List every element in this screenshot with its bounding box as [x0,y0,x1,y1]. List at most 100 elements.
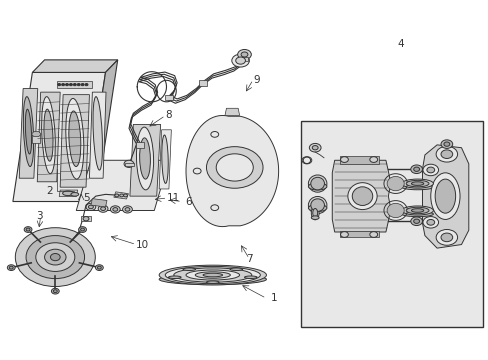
Polygon shape [422,145,468,248]
Ellipse shape [311,206,319,220]
Ellipse shape [69,111,81,167]
Ellipse shape [401,179,432,188]
Circle shape [36,243,75,271]
Circle shape [83,217,89,221]
Circle shape [115,194,119,197]
Text: 7: 7 [245,254,252,264]
Ellipse shape [410,182,423,185]
Text: 11: 11 [167,193,180,203]
Circle shape [210,205,218,211]
Circle shape [309,143,321,152]
Ellipse shape [386,176,404,191]
Circle shape [101,207,105,211]
Ellipse shape [168,276,181,279]
Circle shape [413,219,419,224]
Text: 6: 6 [185,197,191,207]
Circle shape [88,205,93,209]
Circle shape [61,84,64,86]
Polygon shape [185,116,278,226]
Circle shape [340,157,347,162]
Text: 5: 5 [82,193,89,203]
Bar [339,156,378,164]
Ellipse shape [229,268,242,270]
Circle shape [413,167,419,171]
Circle shape [7,265,15,270]
Polygon shape [37,92,60,182]
Ellipse shape [401,211,432,217]
Circle shape [125,208,130,211]
Ellipse shape [203,273,222,277]
Circle shape [73,84,76,86]
Polygon shape [224,108,239,116]
Ellipse shape [308,183,326,190]
Bar [32,134,40,143]
Ellipse shape [406,207,428,214]
Circle shape [410,217,422,226]
Circle shape [216,154,253,181]
Bar [136,142,143,148]
Circle shape [369,157,377,162]
Ellipse shape [310,177,324,190]
Ellipse shape [434,179,455,213]
Ellipse shape [410,209,423,212]
Polygon shape [31,132,41,136]
Circle shape [124,160,134,167]
Circle shape [443,142,449,146]
Text: 8: 8 [165,111,172,121]
Ellipse shape [159,265,266,285]
Polygon shape [331,160,390,232]
Bar [57,81,92,88]
Circle shape [81,84,84,86]
Polygon shape [19,89,38,178]
Ellipse shape [351,187,372,206]
Bar [339,231,378,237]
Circle shape [440,140,452,148]
Polygon shape [114,192,128,199]
Ellipse shape [312,208,317,217]
Text: 10: 10 [135,239,148,249]
Ellipse shape [25,109,32,154]
Circle shape [15,228,95,287]
Ellipse shape [41,96,55,174]
Circle shape [120,194,123,197]
Circle shape [9,266,13,269]
Circle shape [85,84,88,86]
Circle shape [123,194,127,197]
Circle shape [53,290,57,293]
Ellipse shape [185,270,239,280]
Circle shape [50,253,60,261]
Polygon shape [89,92,106,178]
Circle shape [86,203,96,211]
Ellipse shape [23,96,34,167]
Ellipse shape [44,109,53,161]
Ellipse shape [66,98,83,179]
Circle shape [435,146,457,162]
Ellipse shape [195,272,230,278]
Polygon shape [91,199,107,207]
Circle shape [122,206,132,213]
Ellipse shape [162,135,168,183]
Text: 1: 1 [270,293,277,303]
Ellipse shape [140,138,150,179]
Circle shape [369,231,377,237]
Circle shape [231,54,249,67]
Polygon shape [32,60,118,72]
Ellipse shape [401,185,432,190]
Circle shape [210,131,218,137]
Circle shape [69,84,72,86]
Ellipse shape [308,197,326,214]
Text: 3: 3 [36,211,43,221]
Polygon shape [86,60,118,202]
Circle shape [26,228,30,231]
Ellipse shape [183,268,195,270]
Ellipse shape [310,199,324,211]
Text: 4: 4 [396,39,403,49]
Ellipse shape [206,281,219,283]
Circle shape [426,220,434,225]
Ellipse shape [308,175,326,192]
Circle shape [97,266,101,269]
Circle shape [237,49,251,59]
Circle shape [206,147,263,188]
Ellipse shape [386,203,404,218]
Circle shape [422,164,438,176]
